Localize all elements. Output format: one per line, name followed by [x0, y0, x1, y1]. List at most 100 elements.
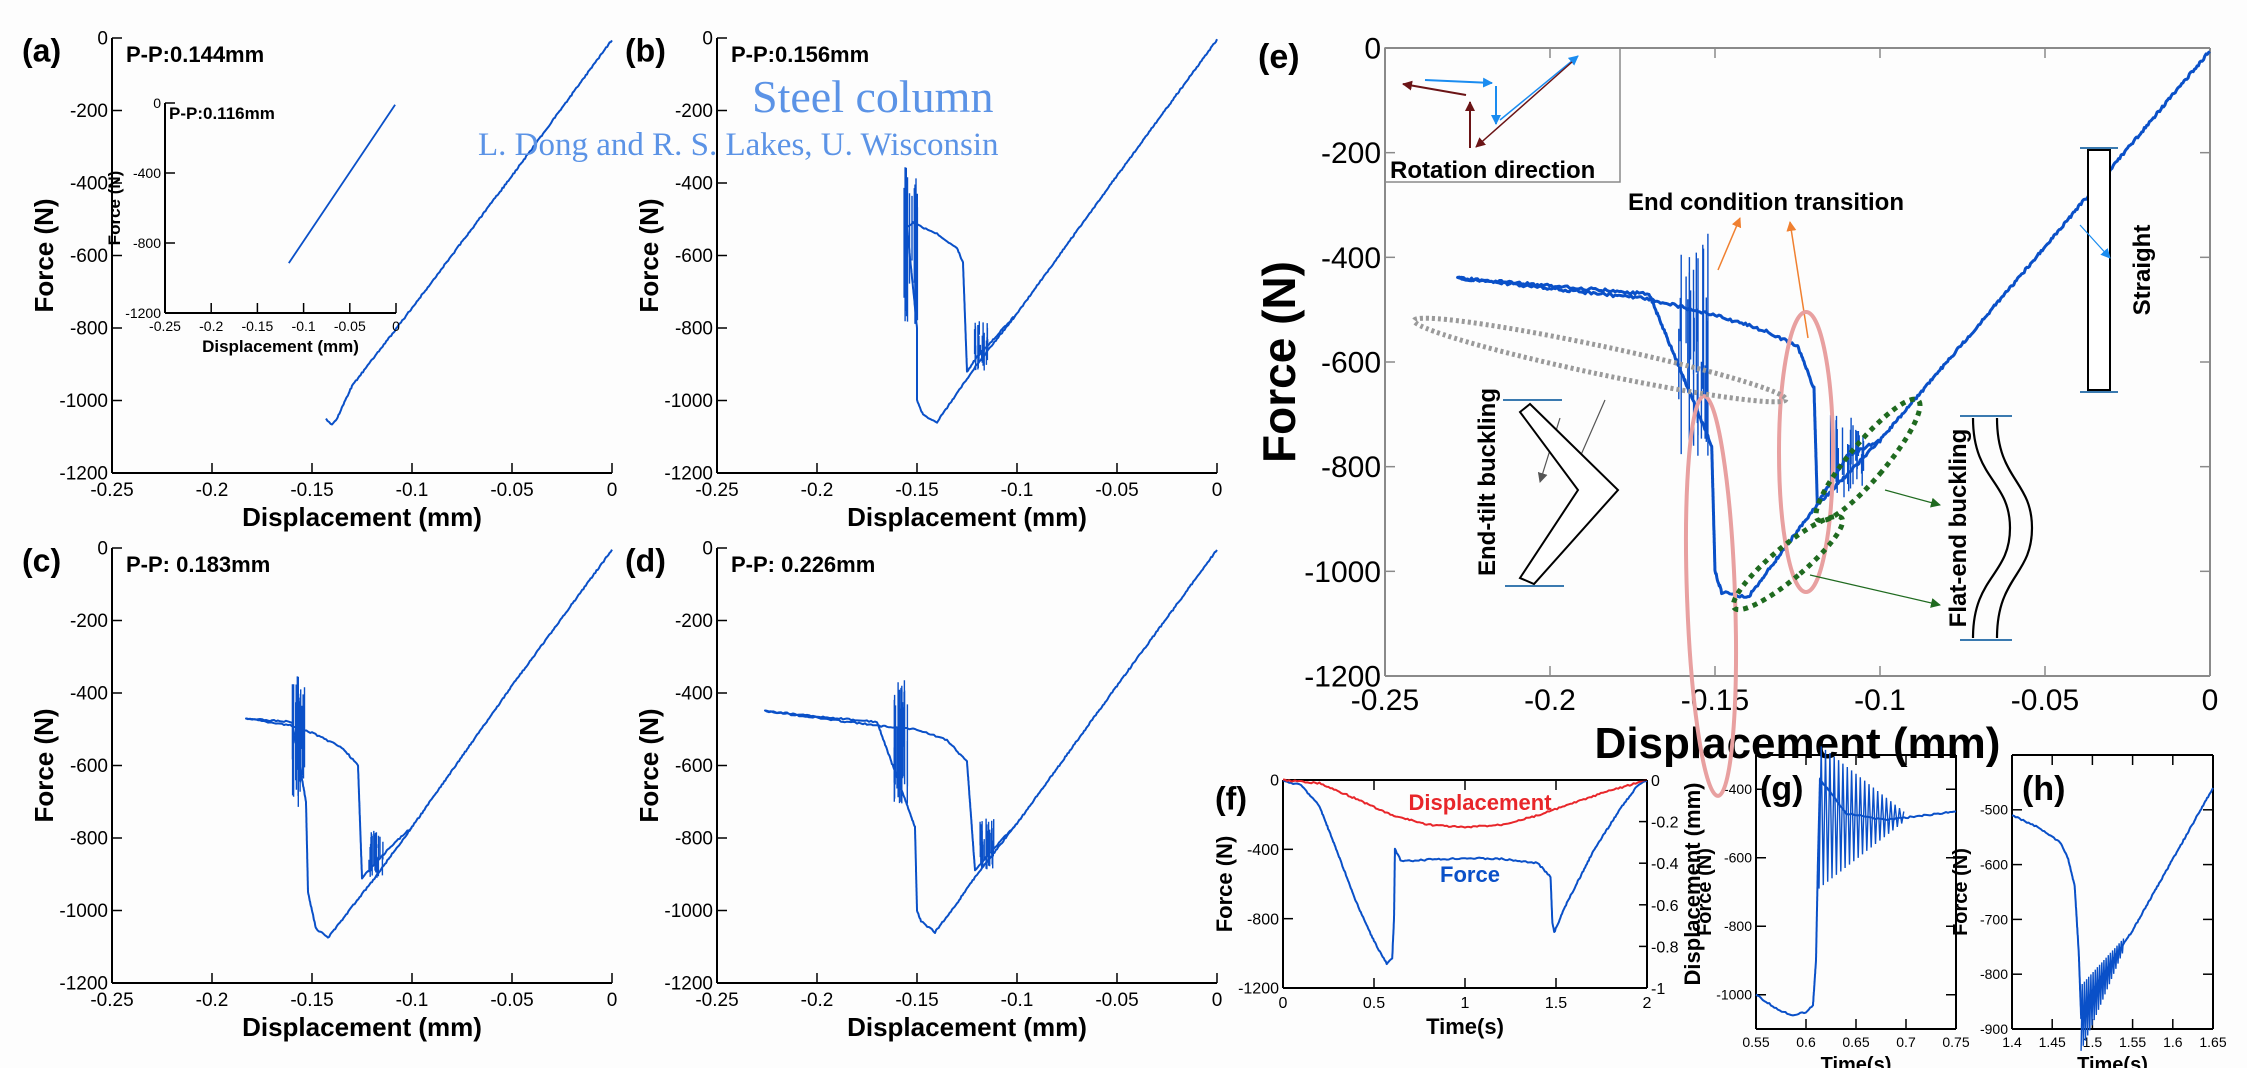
g-y-tick-label: -800: [1724, 918, 1752, 934]
g-y-axis-label: Force (N): [1694, 848, 1716, 936]
a-y-tick-label: -200: [70, 101, 108, 122]
inset-y-tick-label: -800: [133, 235, 161, 251]
panel-label-f: (f): [1215, 781, 1247, 817]
c-y-tick-label: -1000: [59, 901, 108, 922]
flat-end-arrow-2: [1809, 574, 1941, 608]
panel-label-h: (h): [2022, 770, 2065, 808]
g-x-tick-label: 0.75: [1942, 1034, 1969, 1050]
end-tilt-ellipse: [1411, 315, 1789, 405]
panel-label-e: (e): [1258, 38, 1300, 76]
h-x-tick-label: 1.6: [2163, 1034, 2183, 1050]
e-x-tick-label: -0.1: [1854, 684, 1906, 717]
h-x-axis-label: Time(s): [2077, 1054, 2148, 1068]
series-force-d: [764, 549, 1218, 934]
end-tilt-column-icon: [1518, 402, 1620, 586]
pp-annotation-c: P-P: 0.183mm: [126, 552, 270, 577]
watermark-credit: L. Dong and R. S. Lakes, U. Wisconsin: [478, 127, 999, 163]
oscillation-c-1: [368, 830, 384, 878]
a-x-tick-label: -0.15: [290, 480, 333, 501]
c-y-tick-label: -200: [70, 611, 108, 632]
c-x-tick-label: 0: [607, 990, 618, 1011]
rotation-arrow-blue-1: [1424, 77, 1493, 88]
h-y-tick-label: -500: [1980, 802, 2008, 818]
f-x-tick-label: 0: [1279, 995, 1288, 1012]
a-y-tick-label: -600: [70, 246, 108, 267]
watermark-title: Steel column: [752, 71, 994, 122]
f-y-tick-label: -800: [1247, 911, 1279, 928]
d-x-tick-label: -0.2: [801, 990, 834, 1011]
inset-x-tick-label: -0.25: [149, 318, 181, 334]
g-x-tick-label: 0.7: [1896, 1034, 1916, 1050]
pp-annotation-d: P-P: 0.226mm: [731, 552, 875, 577]
c-y-tick-label: -600: [70, 756, 108, 777]
d-x-axis-label: Displacement (mm): [847, 1012, 1087, 1042]
b-x-tick-label: -0.2: [801, 480, 834, 501]
inset-y-tick-label: 0: [153, 95, 161, 111]
flat-end-column-left: [1971, 417, 2012, 639]
f-y-tick-label: 0: [1270, 773, 1279, 790]
b-x-axis-label: Displacement (mm): [847, 502, 1087, 532]
f-right-tick-label: -0.4: [1651, 856, 1679, 873]
e-y-axis-label: Force (N): [1253, 261, 1305, 463]
f-right-tick-label: -0.2: [1651, 815, 1679, 832]
d-x-tick-label: -0.1: [1001, 990, 1034, 1011]
e-y-tick-label: -600: [1321, 347, 1381, 380]
b-x-tick-label: -0.05: [1095, 480, 1138, 501]
d-y-tick-label: -600: [675, 756, 713, 777]
inset-series-force: [288, 104, 396, 264]
d-x-tick-label: -0.15: [895, 990, 938, 1011]
a-y-tick-label: -1200: [59, 464, 108, 485]
series-force-a: [325, 39, 613, 426]
e-y-tick-label: -400: [1321, 242, 1381, 275]
flat-end-ellipse-1: [1813, 396, 1923, 524]
f-y-tick-label: -400: [1247, 842, 1279, 859]
b-y-tick-label: -1200: [664, 464, 713, 485]
series-force-f: [1282, 779, 1648, 966]
flat-end-column-right: [1995, 417, 2034, 639]
f-x-tick-label: 1: [1461, 995, 1470, 1012]
a-x-tick-label: -0.25: [90, 480, 133, 501]
c-x-tick-label: -0.2: [196, 990, 229, 1011]
h-y-tick-label: -600: [1980, 857, 2008, 873]
e-y-tick-label: -1000: [1304, 556, 1381, 589]
inset-x-tick-label: 0: [392, 318, 400, 334]
c-y-tick-label: -1200: [59, 974, 108, 995]
a-y-axis-label: Force (N): [29, 198, 59, 312]
f-x-tick-label: 0.5: [1363, 995, 1385, 1012]
rotation-arrow-blue-3: [1499, 55, 1579, 121]
inset-pp-annotation: P-P:0.116mm: [169, 104, 275, 123]
c-x-tick-label: -0.25: [90, 990, 133, 1011]
inset-x-tick-label: -0.15: [241, 318, 273, 334]
end-condition-label: End condition transition: [1628, 189, 1904, 216]
series-force-h: [2011, 787, 2214, 1020]
f-right-tick-label: -0.8: [1651, 939, 1679, 956]
e-y-tick-label: -1200: [1304, 661, 1381, 694]
c-y-tick-label: -400: [70, 684, 108, 705]
oscillation-b-0: [903, 167, 919, 324]
straight-label: Straight: [2129, 225, 2156, 316]
rotation-arrow-red-3: [1402, 80, 1467, 96]
series-displacement-f: [1282, 778, 1648, 829]
pp-annotation-a: P-P:0.144mm: [126, 42, 264, 67]
f-right-axis-label: Displacement (mm): [1680, 783, 1705, 986]
h-x-tick-label: 1.5: [2083, 1034, 2103, 1050]
d-y-tick-label: -400: [675, 684, 713, 705]
flat-end-label: Flat-end buckling: [1945, 429, 1972, 628]
h-y-tick-label: -700: [1980, 911, 2008, 927]
inset-x-tick-label: -0.05: [334, 318, 366, 334]
c-x-tick-label: -0.1: [396, 990, 429, 1011]
panel-label-c: (c): [22, 543, 61, 579]
straight-column-icon: [2087, 149, 2111, 391]
d-y-tick-label: -800: [675, 829, 713, 850]
e-y-tick-label: -800: [1321, 451, 1381, 484]
a-x-tick-label: -0.1: [396, 480, 429, 501]
d-x-tick-label: 0: [1212, 990, 1223, 1011]
d-y-axis-label: Force (N): [634, 708, 664, 822]
panel-f: (f) 0 0.5 1 1.5 2 0 -400 -800 -1200 Time(s) Force (…: [1212, 773, 1705, 1039]
flat-end-ellipse-2: [1730, 513, 1846, 613]
d-y-tick-label: -1000: [664, 901, 713, 922]
f-y-tick-label: -1200: [1238, 981, 1279, 998]
panel-g: (g) 0.55 0.6 0.65 0.7 0.75 -400 -600 -800 -1000 Ti…: [1694, 746, 1970, 1068]
c-y-axis-label: Force (N): [29, 708, 59, 822]
a-x-axis-label: Displacement (mm): [242, 502, 482, 532]
